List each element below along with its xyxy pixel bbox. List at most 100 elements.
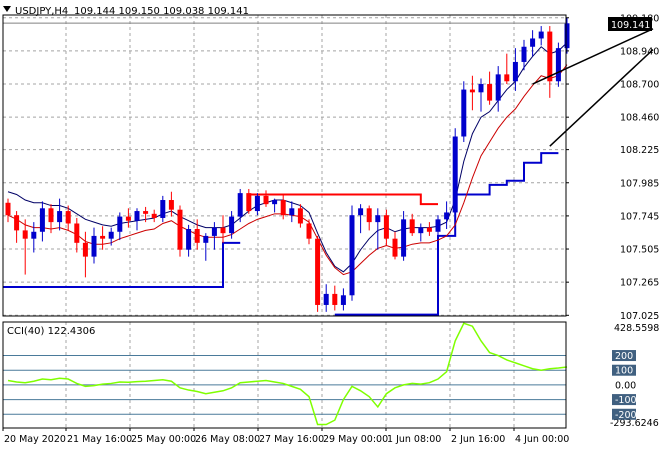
candle	[134, 208, 140, 231]
candle	[246, 188, 252, 214]
candle	[418, 223, 424, 242]
cci-level-badge	[612, 350, 636, 362]
candle-body	[220, 227, 226, 234]
candle	[340, 288, 346, 311]
cci-level-lines	[3, 355, 566, 415]
candle-body	[478, 84, 484, 93]
wedge-trendline	[549, 48, 654, 147]
candle-body	[91, 235, 97, 257]
candle	[143, 206, 149, 223]
candle-body	[5, 202, 11, 216]
candle-body	[297, 208, 303, 224]
candle	[14, 211, 20, 243]
main-panel-frame	[2, 14, 567, 317]
candle	[323, 284, 329, 312]
candle	[48, 204, 54, 234]
candle-body	[168, 200, 174, 210]
candle-body	[564, 23, 570, 49]
main-grid	[3, 15, 566, 316]
candle	[538, 26, 544, 46]
time-tick-label: 2 Jun 16:00	[451, 434, 505, 445]
time-tick-label: 20 May 2020	[4, 434, 66, 445]
cci-level-badge	[612, 364, 636, 376]
time-tick-label: 25 May 00:00	[131, 434, 196, 445]
candle-body	[306, 223, 312, 239]
candle-body	[48, 208, 54, 223]
cci-panel-frame	[2, 321, 567, 429]
candle-body	[108, 231, 114, 239]
candle-body	[125, 216, 131, 221]
cci-axis: 428.5598 -293.6246 200 100 0.00 -100 -200	[610, 323, 659, 429]
candle	[521, 39, 527, 71]
candle	[229, 211, 235, 239]
cci-max-label: 428.5598	[614, 323, 659, 334]
candle-body	[151, 213, 157, 218]
candle	[194, 219, 200, 250]
candle	[31, 222, 37, 253]
candle	[39, 201, 45, 242]
candle-body	[289, 208, 295, 216]
price-tick-label: 108.940	[620, 46, 659, 57]
time-tick-label: 27 May 16:00	[259, 434, 324, 445]
price-tick-label: 108.225	[620, 145, 659, 156]
candle-body	[237, 193, 243, 217]
time-tick-label: 26 May 08:00	[195, 434, 260, 445]
candle-body	[401, 219, 407, 257]
candle-body	[65, 211, 71, 224]
time-tick-label: 4 Jun 00:00	[515, 434, 569, 445]
candle-body	[117, 216, 123, 232]
candle	[203, 233, 209, 261]
candle-body	[547, 31, 553, 82]
candle	[57, 198, 63, 231]
candle-body	[538, 31, 544, 39]
candle	[504, 53, 510, 85]
candle	[100, 226, 106, 250]
candle	[392, 231, 398, 260]
candle	[5, 198, 11, 223]
candle	[117, 212, 123, 241]
candle-body	[186, 229, 192, 250]
wedge-trendlines	[3, 22, 654, 147]
cci-level-label: 100	[615, 366, 633, 377]
price-axis: 109.180108.940108.700108.460108.225107.9…	[566, 13, 659, 322]
candle-body	[409, 219, 415, 234]
time-tick-label: 21 May 16:00	[67, 434, 132, 445]
candle	[478, 78, 484, 112]
candle-body	[375, 215, 381, 223]
candle-body	[392, 238, 398, 257]
candle-body	[512, 61, 518, 82]
candle-body	[426, 227, 432, 232]
time-tick-label: 29 May 00:00	[323, 434, 388, 445]
candle	[383, 209, 389, 246]
candle-body	[246, 193, 252, 212]
candle	[306, 219, 312, 245]
candle	[564, 17, 570, 54]
candle	[349, 205, 355, 301]
candle	[186, 224, 192, 257]
candle	[512, 48, 518, 91]
candle	[332, 285, 338, 311]
price-tick-label: 107.265	[620, 278, 659, 289]
collapse-triangle-icon[interactable]	[3, 6, 11, 12]
cci-min-label: -293.6246	[610, 418, 659, 429]
stop-line-segment	[3, 241, 241, 289]
candle-body	[254, 195, 260, 212]
cci-level-label: -100	[615, 395, 637, 406]
stop-line-segment	[334, 152, 559, 316]
candle	[547, 26, 553, 98]
candles	[5, 17, 570, 312]
candle-body	[555, 48, 561, 82]
candle-body	[452, 136, 458, 213]
current-price-badge-label: 109.141	[611, 20, 650, 31]
current-price-badge	[608, 17, 652, 31]
candle-body	[82, 242, 88, 257]
red-resistance-line	[248, 193, 438, 206]
candle	[82, 231, 88, 278]
candle	[435, 215, 441, 239]
candle	[289, 201, 295, 223]
candle	[495, 66, 501, 112]
cci-level-label: 200	[615, 351, 633, 362]
cci-level-badge	[612, 408, 636, 420]
